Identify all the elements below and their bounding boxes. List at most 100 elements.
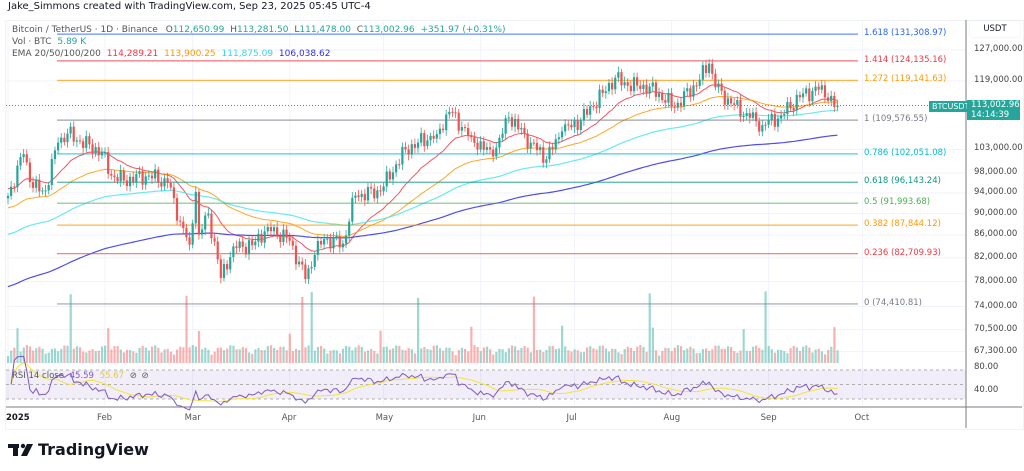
candle-body: [210, 213, 213, 239]
volume-bar: [410, 349, 413, 363]
volume-bar: [345, 345, 348, 363]
volume-bar: [188, 347, 191, 363]
volume-bar: [176, 349, 179, 363]
hide-icon[interactable]: ⊘: [129, 371, 137, 381]
volume-bar: [579, 352, 582, 363]
candle-body: [301, 261, 304, 265]
volume-bar: [41, 348, 44, 363]
volume-bar: [683, 350, 686, 363]
candle-body: [610, 82, 614, 90]
volume-bar: [582, 351, 586, 363]
volume-bar: [626, 346, 629, 363]
candle-body: [817, 86, 820, 90]
volume-bar: [592, 348, 595, 363]
volume-bar: [814, 349, 817, 363]
volume-bar: [66, 345, 69, 363]
volume-bar: [313, 350, 316, 363]
volume-bar: [298, 350, 301, 363]
candle-body: [657, 93, 661, 97]
volume-bar: [157, 347, 160, 363]
ema-label: EMA 20/50/100/200: [12, 49, 101, 59]
volume-bar: [589, 346, 592, 363]
candle-body: [676, 102, 679, 108]
volume-bar: [244, 348, 248, 363]
candle-body: [191, 223, 194, 245]
volume-bar: [226, 348, 229, 363]
candle-body: [451, 111, 454, 113]
candle-body: [667, 92, 670, 103]
candle-body: [100, 152, 103, 156]
volume-bar: [376, 353, 379, 363]
volume-bar: [63, 345, 66, 363]
candle-body: [182, 221, 185, 229]
bar-countdown: 14:14:39: [971, 110, 1010, 120]
volume-bar: [401, 349, 404, 363]
candle-body: [441, 128, 445, 131]
candle-body: [423, 133, 426, 147]
volume-bar: [798, 350, 802, 363]
volume-legend[interactable]: Vol · BTC 5.89 K: [12, 37, 86, 47]
volume-bar: [357, 345, 360, 363]
volume-bar: [473, 345, 476, 363]
hide-ma-icon[interactable]: ⊘: [141, 371, 149, 381]
volume-bar: [767, 345, 770, 363]
candle-body: [601, 89, 604, 94]
candle-body: [297, 261, 301, 265]
candle-body: [276, 227, 279, 236]
candle-body: [272, 227, 276, 232]
candle-body: [808, 88, 811, 102]
volume-bar: [185, 295, 188, 363]
tradingview-logo[interactable]: TradingView: [8, 440, 149, 459]
candle-body: [110, 173, 113, 176]
candle-body: [470, 135, 473, 138]
candle-body: [13, 186, 16, 188]
fib-label-1: 1 (109,576.55): [864, 114, 928, 125]
candle-body: [620, 72, 623, 86]
volume-bar: [601, 345, 604, 363]
candle-body: [60, 137, 63, 143]
candle-body: [729, 98, 733, 104]
ema-legend[interactable]: EMA 20/50/100/200 114,289.21 113,900.25 …: [12, 49, 330, 59]
currency-unit-button[interactable]: USDT: [970, 21, 1020, 37]
candle-body: [66, 133, 69, 143]
candle-body: [128, 176, 132, 187]
volume-bar: [307, 345, 310, 363]
volume-bar: [764, 291, 767, 363]
symbol-title[interactable]: Bitcoin / TetherUS · 1D · Binance: [12, 25, 158, 35]
volume-bar: [329, 350, 332, 363]
volume-bar: [10, 350, 13, 363]
volume-bar: [730, 347, 733, 363]
candle-body: [695, 85, 698, 87]
volume-bar: [435, 345, 439, 363]
candle-body: [733, 103, 736, 105]
volume-bar: [113, 346, 116, 363]
volume-bar: [53, 348, 57, 363]
candle-body: [761, 125, 764, 132]
volume-bar: [614, 348, 617, 363]
rsi-value: 45.59: [69, 371, 94, 381]
candle-body: [75, 140, 78, 142]
volume-bar: [770, 349, 773, 363]
volume-bar: [720, 348, 723, 363]
candle-body: [116, 177, 119, 182]
candle-body: [632, 77, 636, 92]
candle-body: [154, 169, 157, 179]
volume-bar: [679, 346, 683, 363]
candle-body: [147, 175, 150, 177]
volume-bar: [755, 345, 758, 363]
volume-bar: [326, 353, 329, 363]
volume-bar: [82, 351, 85, 363]
volume-bar: [811, 352, 814, 363]
candle-body: [125, 180, 129, 187]
candle-body: [63, 137, 66, 143]
candle-body: [241, 241, 244, 247]
volume-bar: [761, 349, 764, 363]
rsi-legend[interactable]: RSI 14 close 45.59 55.67 ⊘ ⊘: [12, 371, 149, 381]
volume-bar: [110, 349, 113, 363]
volume-bar: [651, 327, 654, 363]
volume-bar: [723, 348, 726, 363]
candle-body: [754, 112, 758, 122]
candle-body: [551, 146, 554, 150]
candle-body: [282, 229, 285, 243]
